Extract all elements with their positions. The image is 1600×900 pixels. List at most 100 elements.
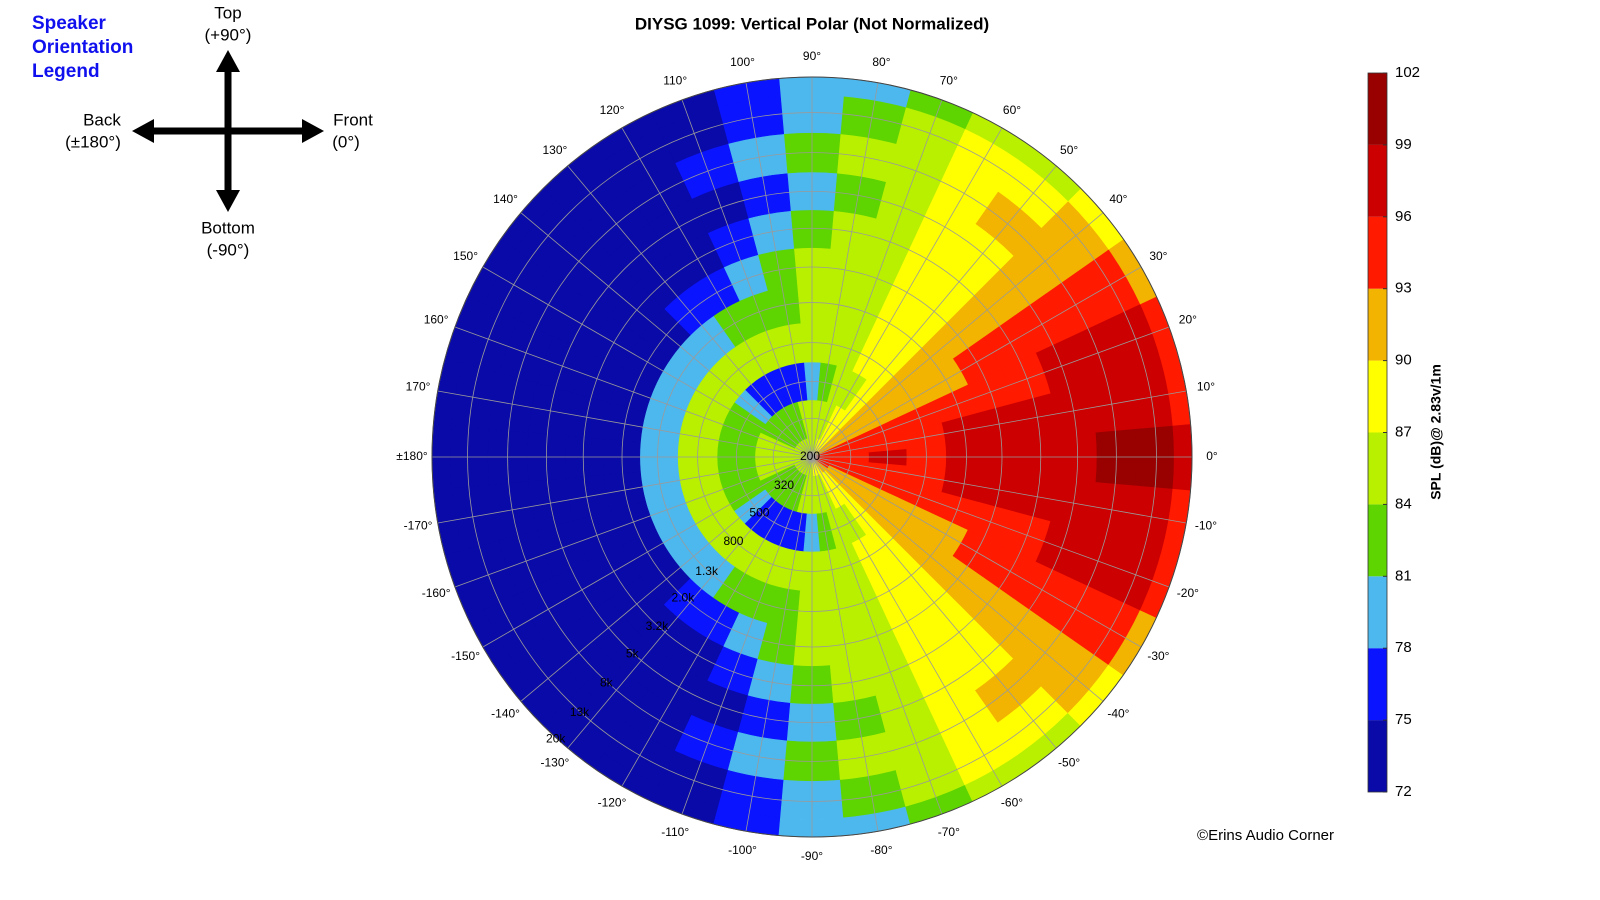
theta-tick-label: -10° [1195, 519, 1217, 533]
theta-tick-label: ±180° [396, 449, 428, 463]
legend-label: Top [214, 3, 241, 22]
colorbar-tick-label: 99 [1395, 136, 1412, 153]
grid-spoke [811, 456, 1142, 648]
legend-label: Back [83, 110, 121, 129]
grid-spoke [437, 456, 813, 524]
grid-spoke [811, 456, 943, 815]
grid-spoke [520, 212, 813, 458]
grid-spoke [811, 99, 943, 458]
theta-tick-label: 90° [803, 49, 821, 63]
colorbar-tick-label: 81 [1395, 567, 1412, 584]
theta-tick-label: 100° [730, 55, 755, 69]
r-tick-label: 200 [800, 449, 820, 463]
grid-spoke [811, 456, 879, 832]
theta-tick-label: -170° [404, 519, 433, 533]
legend-label: (0°) [332, 132, 360, 151]
legend-label: (±180°) [65, 132, 121, 151]
theta-tick-label: -50° [1058, 756, 1080, 770]
colorbar-tick-label: 96 [1395, 208, 1412, 225]
grid-spoke [482, 456, 813, 648]
colorbar-band [1368, 360, 1387, 433]
r-tick-label: 3.2k [646, 619, 670, 633]
theta-tick-label: -30° [1147, 649, 1169, 663]
colorbar-band [1368, 73, 1387, 145]
legend-label: (-90°) [207, 240, 250, 259]
colorbar-tick-label: 90 [1395, 352, 1412, 369]
legend-label: Bottom [201, 218, 255, 237]
r-tick-label: 13k [570, 705, 590, 719]
r-tick-label: 1.3k [695, 564, 719, 578]
theta-tick-label: 30° [1149, 249, 1167, 263]
grid-spoke [621, 127, 813, 458]
theta-tick-label: 70° [940, 73, 958, 87]
grid-spoke [811, 456, 1003, 787]
theta-tick-label: -150° [451, 649, 480, 663]
grid-spoke [567, 165, 813, 458]
theta-tick-label: -70° [938, 825, 960, 839]
grid-spoke [811, 390, 1187, 458]
colorbar-tick-label: 93 [1395, 280, 1412, 297]
theta-tick-label: -80° [870, 843, 892, 857]
theta-tick-label: -60° [1001, 796, 1023, 810]
theta-tick-label: -130° [540, 756, 569, 770]
grid-spoke [745, 456, 813, 832]
grid-spoke [454, 456, 813, 588]
grid-spoke [811, 212, 1104, 458]
orientation-arrows [132, 50, 324, 212]
legend-label: (+90°) [205, 25, 252, 44]
colorbar-band [1368, 288, 1387, 361]
grid-spoke [520, 456, 813, 702]
grid [431, 76, 1193, 838]
grid-spoke [811, 326, 1170, 458]
colorbar [1367, 72, 1388, 793]
grid-spoke [811, 456, 1057, 749]
r-tick-label: 320 [774, 478, 794, 492]
theta-tick-label: 40° [1109, 192, 1127, 206]
theta-tick-label: 160° [424, 312, 449, 326]
grid-spoke [681, 99, 813, 458]
theta-tick-label: 130° [542, 143, 567, 157]
colorbar-band [1368, 648, 1387, 721]
colorbar-tick-label: 84 [1395, 495, 1412, 512]
grid-spoke [811, 266, 1142, 458]
theta-tick-label: 150° [453, 249, 478, 263]
theta-tick-label: 140° [493, 192, 518, 206]
theta-tick-label: 110° [663, 73, 687, 87]
theta-tick-label: -120° [598, 796, 627, 810]
grid-spoke [811, 165, 1057, 458]
r-tick-label: 5k [626, 647, 640, 661]
grid-spoke [811, 127, 1003, 458]
colorbar-band [1368, 504, 1387, 577]
r-tick-label: 500 [749, 505, 769, 519]
chart-title: DIYSG 1099: Vertical Polar (Not Normaliz… [635, 14, 989, 33]
r-tick-label: 8k [600, 675, 614, 689]
theta-tick-label: -90° [801, 849, 823, 863]
colorbar-label: SPL (dB)@ 2.83v/1m [1428, 364, 1444, 500]
legend-title: Speaker [32, 13, 107, 34]
theta-tick-label: 50° [1060, 143, 1078, 157]
theta-tick-label: 20° [1179, 312, 1197, 326]
colorbar-band [1368, 432, 1387, 505]
colorbar-band [1368, 720, 1387, 792]
polar-frame [431, 76, 1193, 838]
colorbar-band [1368, 576, 1387, 649]
theta-tick-label: -100° [728, 843, 757, 857]
theta-tick-label: 0° [1206, 449, 1218, 463]
theta-tick-label: 120° [600, 103, 625, 117]
colorbar-band [1368, 216, 1387, 289]
grid-spoke [745, 82, 813, 458]
grid-spoke [811, 456, 1104, 702]
legend-title: Legend [32, 61, 100, 82]
theta-tick-label: 60° [1003, 103, 1021, 117]
colorbar-band [1368, 144, 1387, 217]
colorbar-tick-label: 78 [1395, 639, 1412, 656]
grid-spoke [621, 456, 813, 787]
colorbar-tick-label: 87 [1395, 423, 1412, 440]
theta-tick-label: 80° [872, 55, 890, 69]
grid-spoke [811, 456, 1170, 588]
colorbar-tick-label: 75 [1395, 711, 1412, 728]
theta-tick-label: -20° [1177, 586, 1199, 600]
grid-spoke [454, 326, 813, 458]
grid-spoke [437, 390, 813, 458]
theta-tick-label: 10° [1197, 380, 1215, 394]
